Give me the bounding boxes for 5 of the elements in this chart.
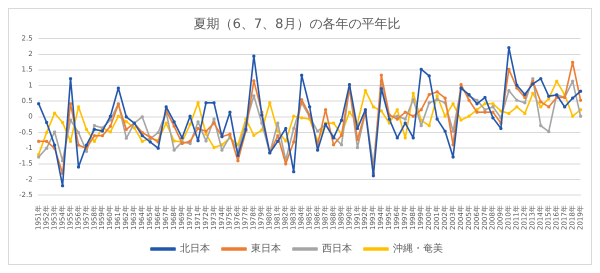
chart-title: 夏期（6、7、8月）の各年の平年比 xyxy=(194,17,400,32)
legend-label: 北日本 xyxy=(180,242,210,255)
legend-label: 東日本 xyxy=(251,242,281,255)
legend-label: 沖縄・奄美 xyxy=(393,242,443,255)
legend-label: 西日本 xyxy=(322,242,352,255)
